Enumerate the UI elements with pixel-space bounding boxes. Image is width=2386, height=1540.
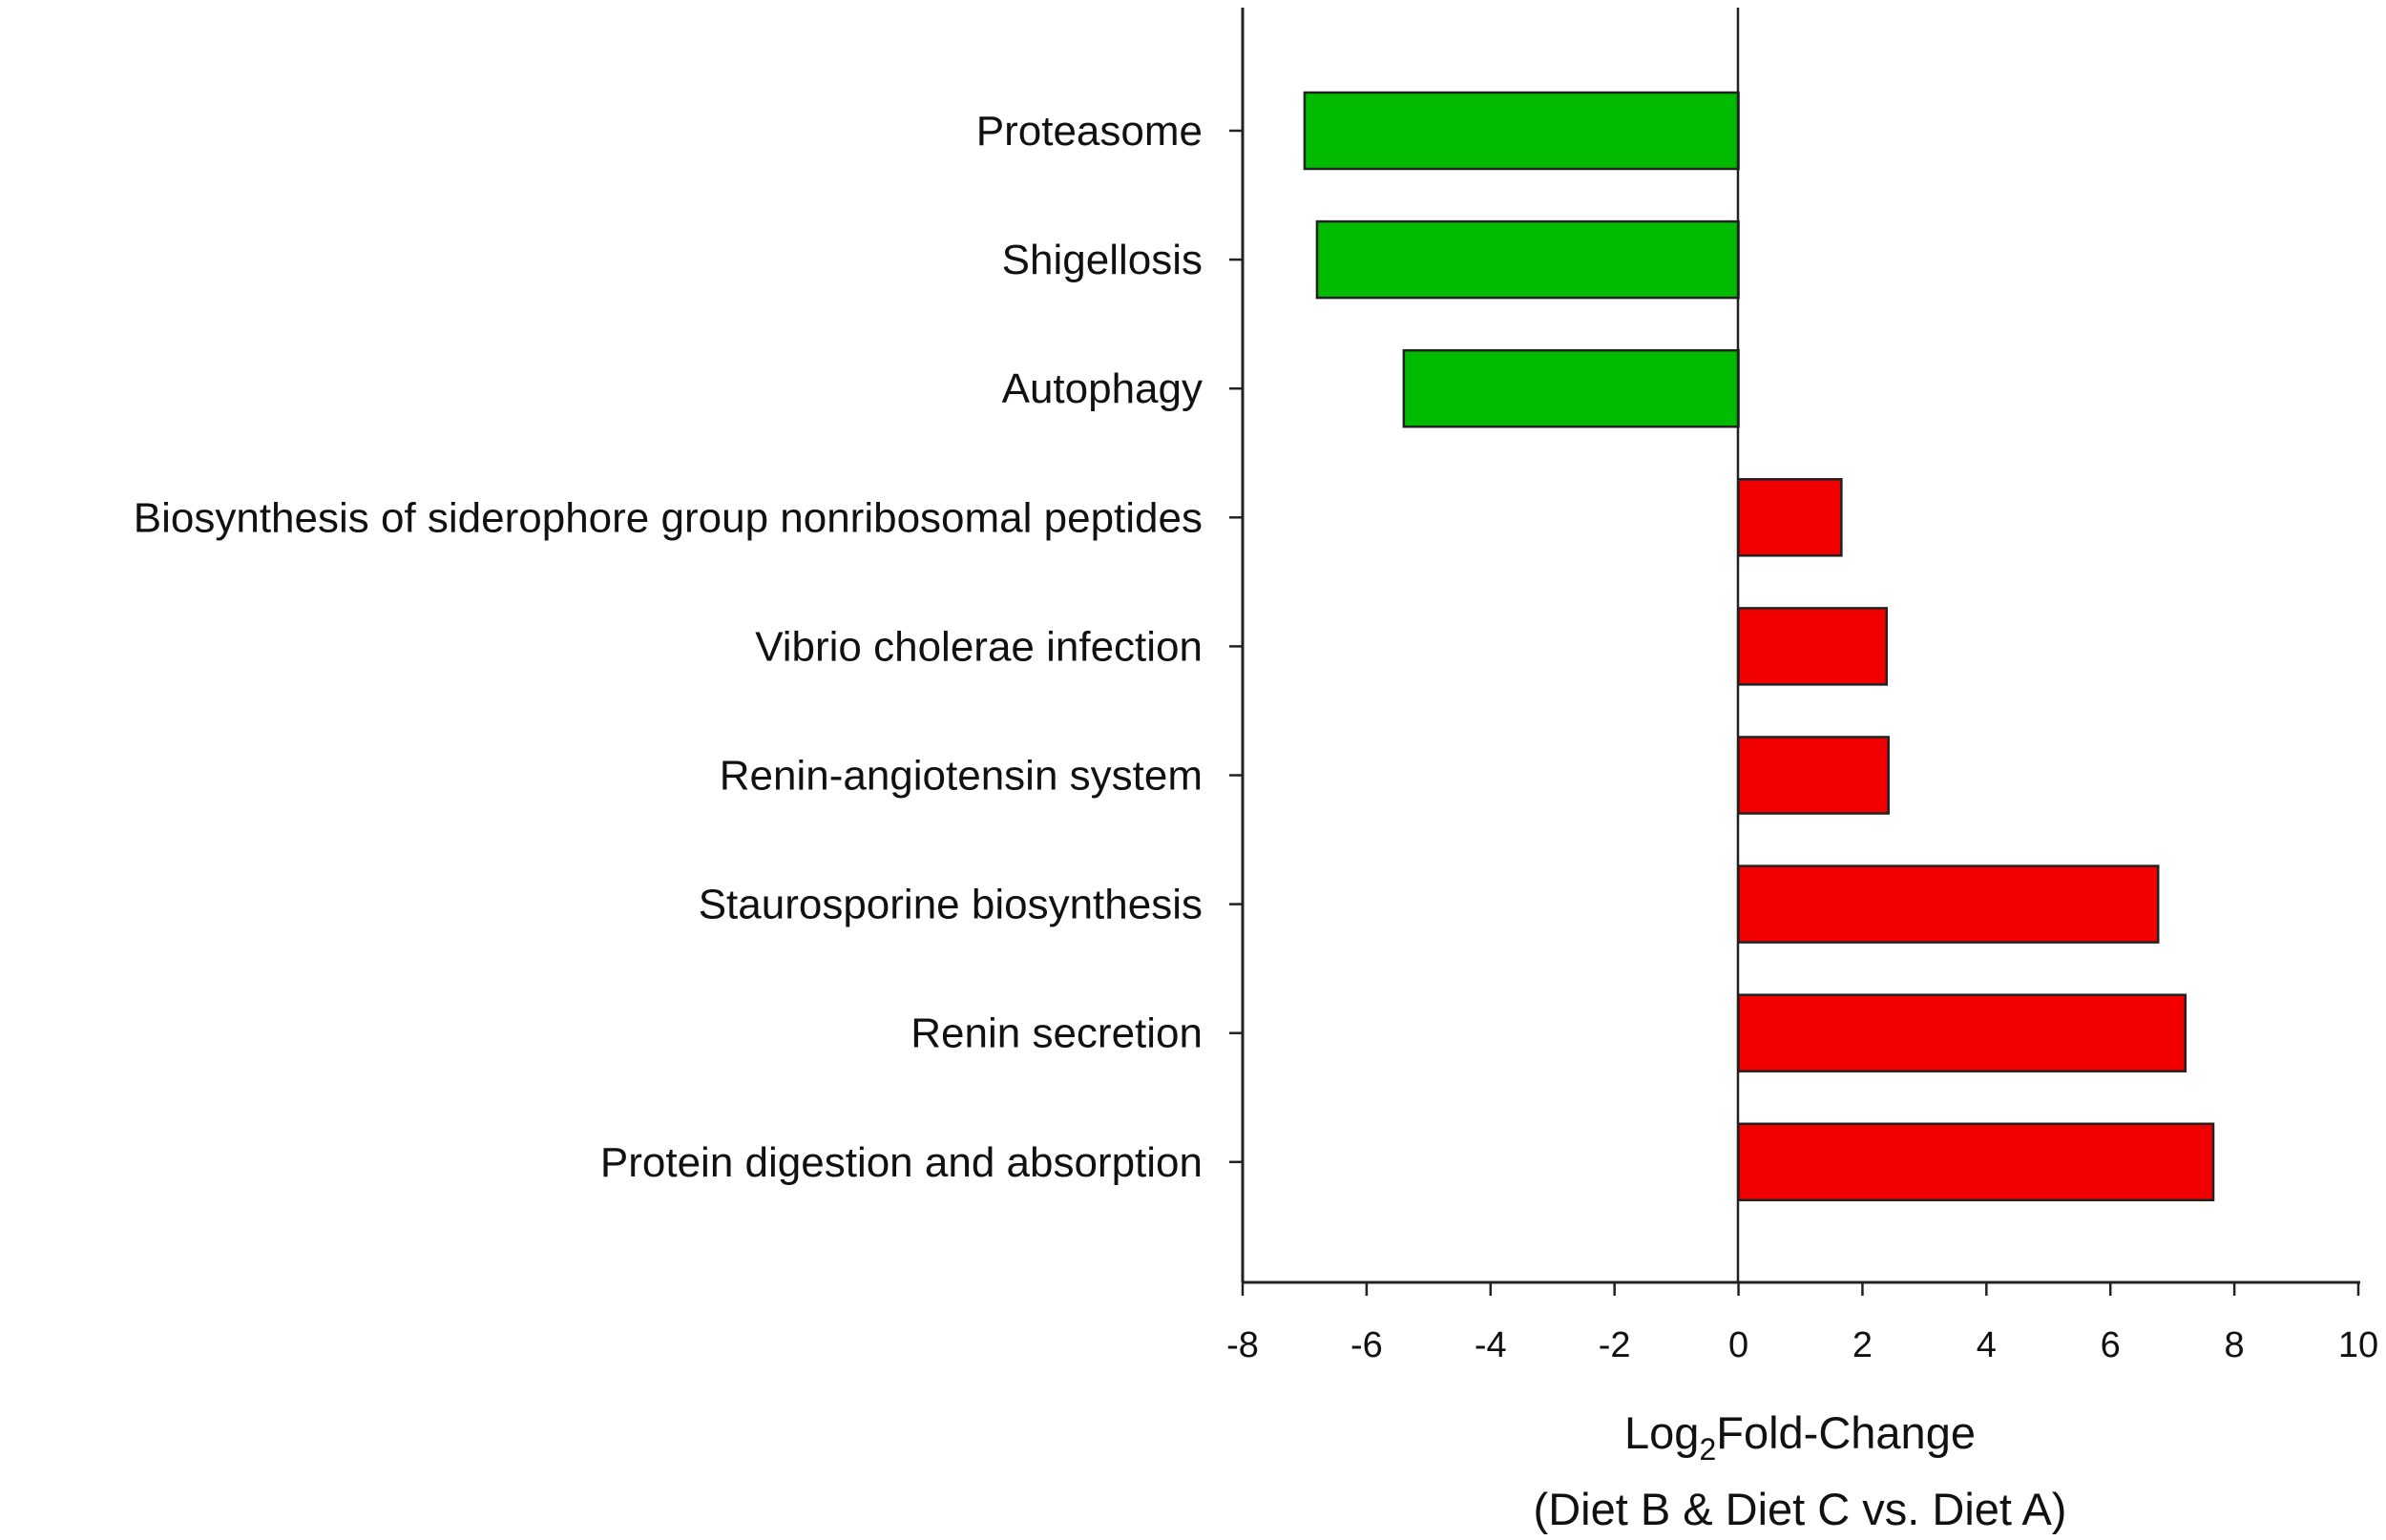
x-tick-label: -4 bbox=[1475, 1325, 1507, 1365]
category-label: Renin-angiotensin system bbox=[720, 753, 1203, 800]
bar bbox=[1737, 607, 1889, 686]
x-tick-label: -8 bbox=[1226, 1325, 1259, 1365]
x-tick-label: 6 bbox=[2101, 1325, 2121, 1365]
category-label: Protein digestion and absorption bbox=[600, 1139, 1203, 1186]
category-label: Biosynthesis of siderophore group nonrib… bbox=[134, 494, 1203, 541]
bar bbox=[1737, 1122, 2215, 1202]
x-tick-label: 8 bbox=[2225, 1325, 2245, 1365]
category-label: Renin secretion bbox=[910, 1010, 1203, 1057]
bar bbox=[1737, 478, 1843, 557]
x-tick-label: 4 bbox=[1977, 1325, 1997, 1365]
category-label: Proteasome bbox=[976, 108, 1203, 155]
category-label: Vibrio cholerae infection bbox=[755, 623, 1203, 670]
bar bbox=[1315, 219, 1740, 300]
x-tick-label: 10 bbox=[2338, 1325, 2378, 1365]
bar bbox=[1303, 91, 1740, 171]
category-label: Autophagy bbox=[1002, 365, 1203, 412]
bar bbox=[1737, 993, 2187, 1072]
x-tick-label: 2 bbox=[1852, 1325, 1873, 1365]
bar bbox=[1737, 736, 1890, 815]
category-label: Staurosporine biosynthesis bbox=[699, 882, 1203, 928]
x-tick-label: -6 bbox=[1350, 1325, 1383, 1365]
x-axis-label-line2: (Diet B & Diet C vs. Diet A) bbox=[1534, 1484, 2067, 1534]
bar bbox=[1737, 864, 2160, 944]
category-label: Shigellosis bbox=[1002, 237, 1203, 283]
x-tick-label: 0 bbox=[1728, 1325, 1748, 1365]
bar bbox=[1402, 348, 1740, 428]
x-axis-label: Log2Fold-Change bbox=[1624, 1407, 1976, 1467]
x-tick-label: -2 bbox=[1599, 1325, 1631, 1365]
